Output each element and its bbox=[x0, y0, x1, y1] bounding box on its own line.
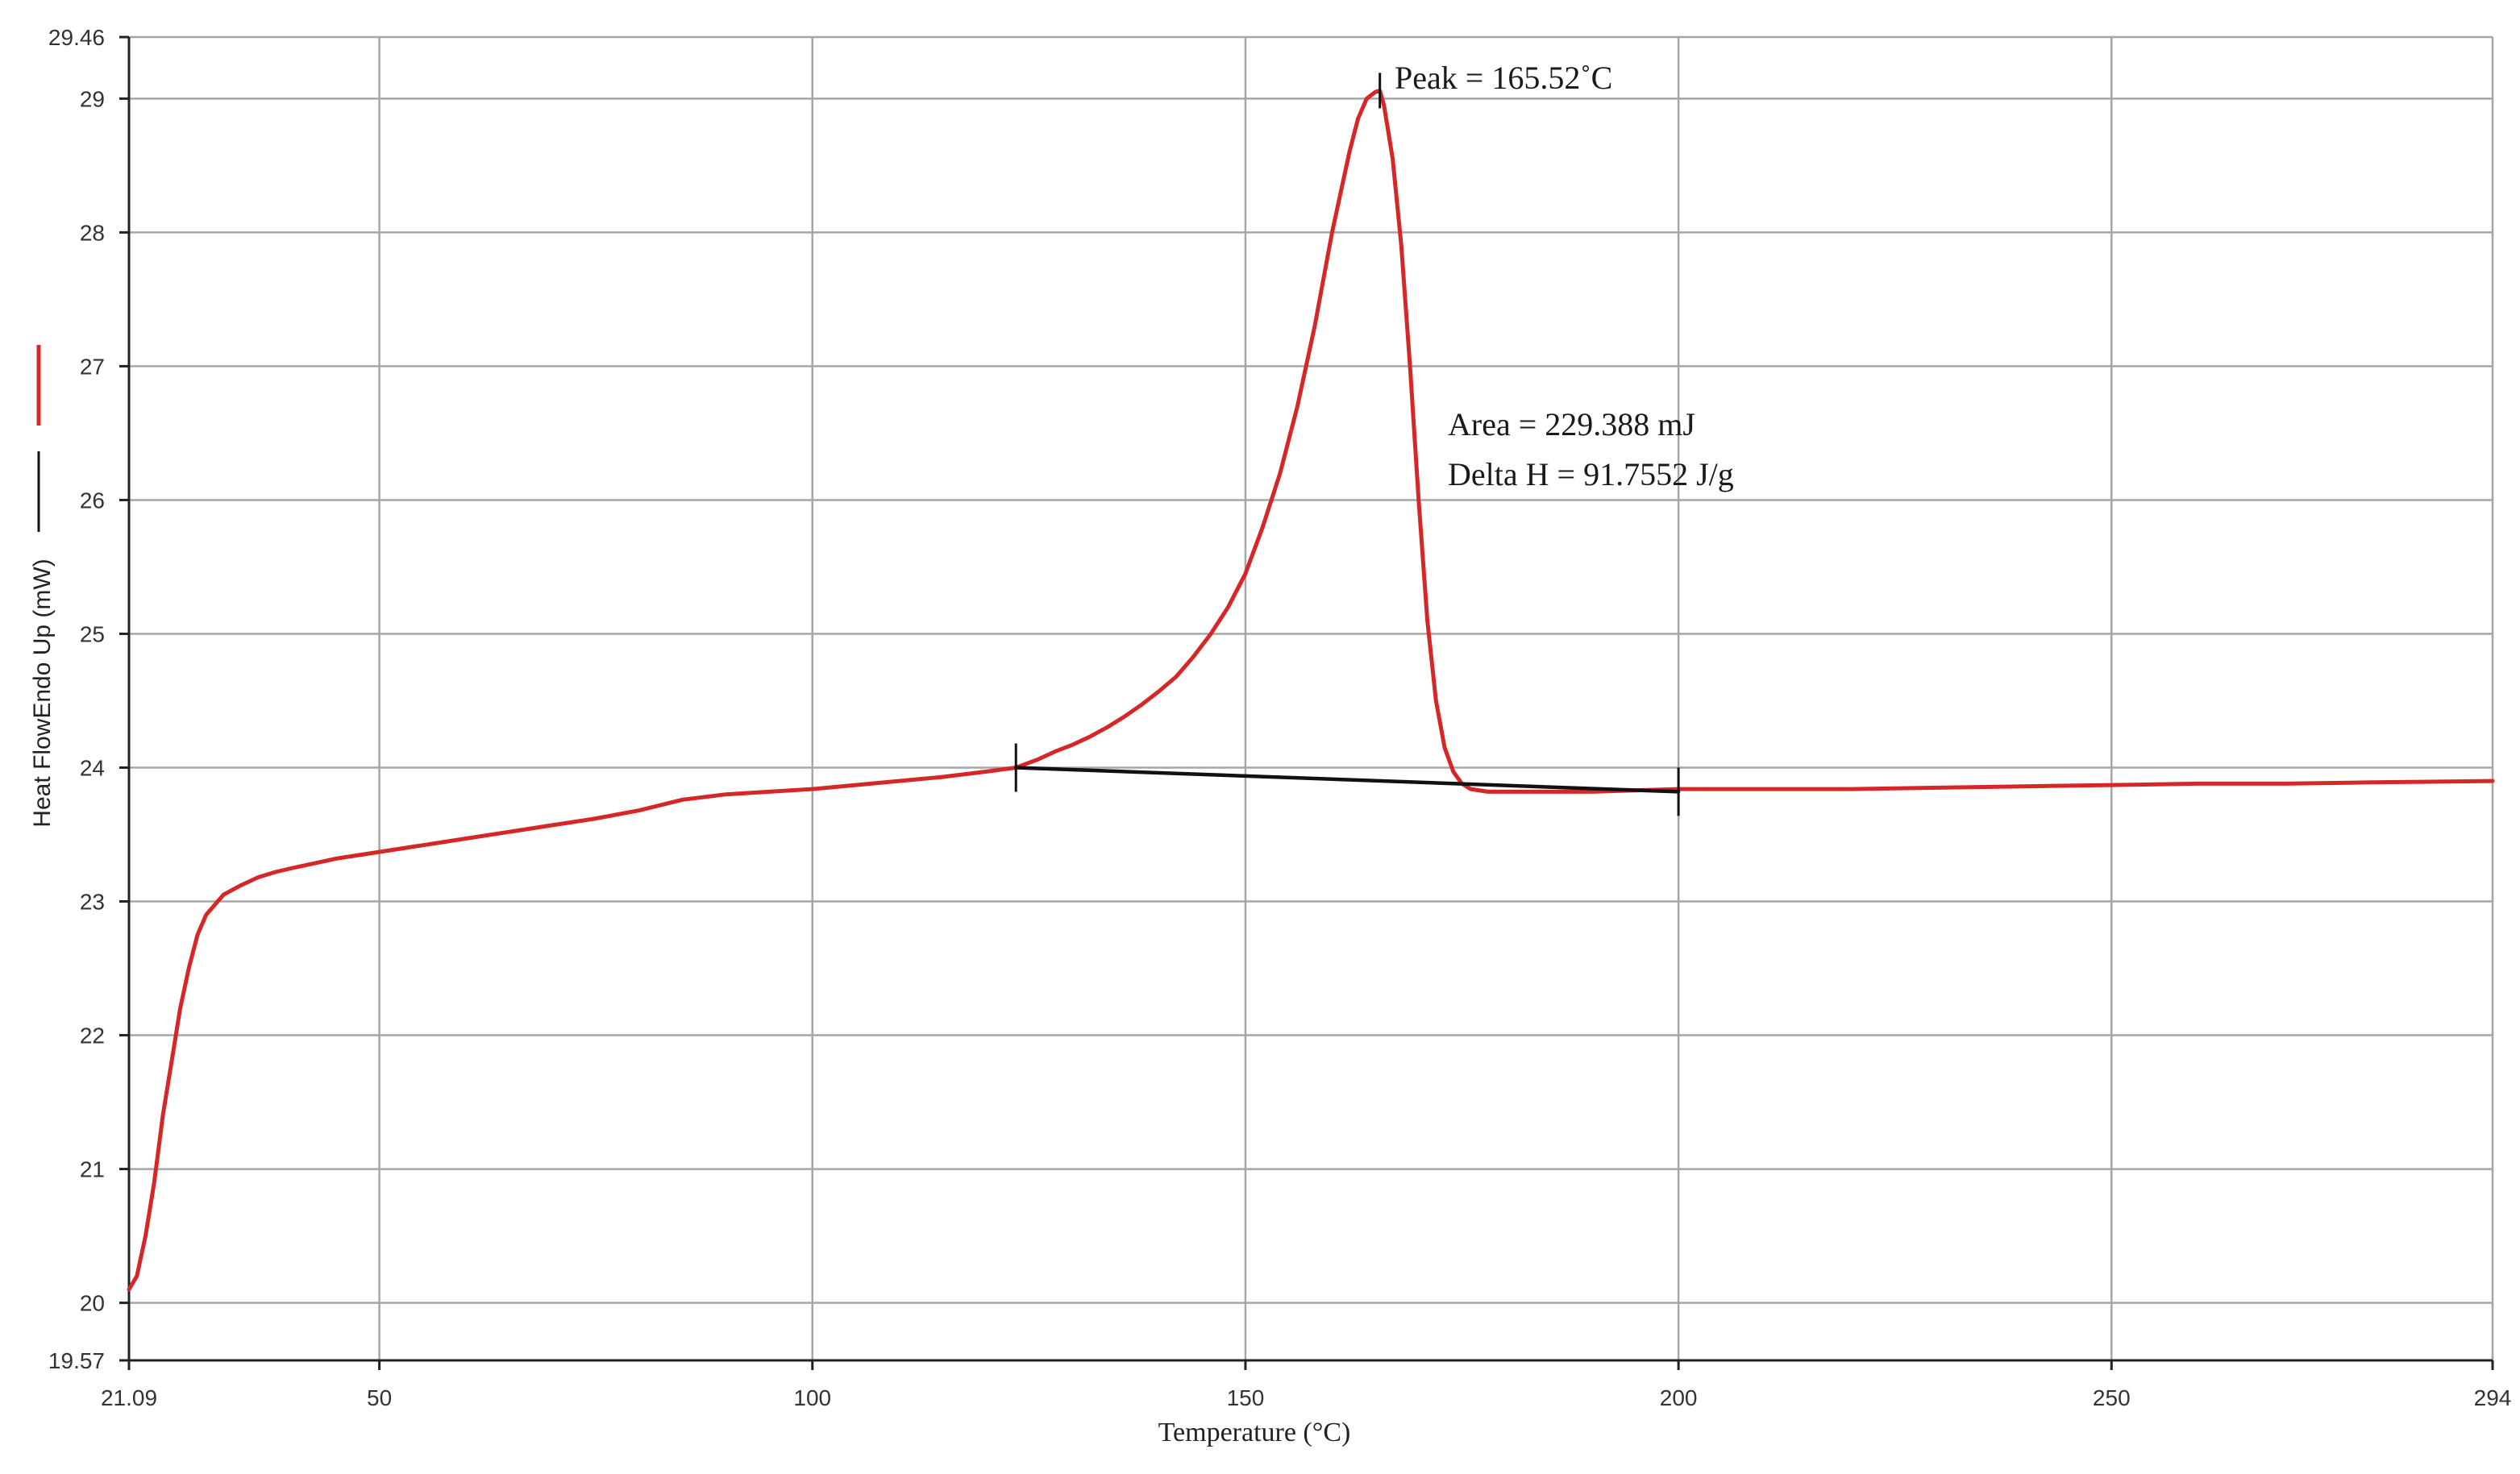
x-tick-label: 250 bbox=[2093, 1385, 2131, 1410]
x-tick-label: 21.09 bbox=[101, 1385, 157, 1410]
y-tick-label: 25 bbox=[80, 621, 105, 646]
y-tick-label: 26 bbox=[80, 488, 105, 513]
range-markers bbox=[1014, 73, 1680, 816]
x-tick-label: 200 bbox=[1660, 1385, 1698, 1410]
axes bbox=[119, 35, 2494, 1370]
tick-labels: 21.09 50 100 150 200 250 294 19.57 20 21 22 23 24 25 2… bbox=[48, 25, 2511, 1410]
x-tick-label: 50 bbox=[367, 1385, 392, 1410]
heat-flow-curve bbox=[127, 88, 2495, 1292]
area-annotation: Area = 229.388 mJ bbox=[1448, 406, 1695, 442]
x-tick-label: 100 bbox=[793, 1385, 831, 1410]
x-tick-label: 150 bbox=[1227, 1385, 1265, 1410]
x-axis-title: Temperature (°C) bbox=[1158, 1418, 1351, 1447]
y-tick-label: 23 bbox=[80, 890, 105, 915]
y-tick-label: 29.46 bbox=[48, 25, 105, 50]
y-tick-label: 22 bbox=[80, 1023, 105, 1048]
y-tick-label: 20 bbox=[80, 1291, 105, 1316]
x-tick-label: 294 bbox=[2474, 1385, 2512, 1410]
baseline-line bbox=[1013, 766, 1681, 794]
delta-h-annotation: Delta H = 91.7552 J/g bbox=[1448, 456, 1734, 492]
series-lines bbox=[127, 88, 2495, 1292]
y-tick-label: 21 bbox=[80, 1157, 105, 1182]
y-tick-label: 28 bbox=[80, 220, 105, 245]
y-tick-label: 19.57 bbox=[48, 1348, 105, 1373]
y-axis-title: Heat FlowEndo Up (mW) bbox=[29, 558, 56, 827]
y-tick-label: 27 bbox=[80, 354, 105, 379]
grid-lines bbox=[129, 35, 2494, 1360]
peak-annotation: Peak = 165.52˚C bbox=[1395, 60, 1612, 96]
y-tick-label: 29 bbox=[80, 86, 105, 111]
y-tick-label: 24 bbox=[80, 756, 105, 781]
